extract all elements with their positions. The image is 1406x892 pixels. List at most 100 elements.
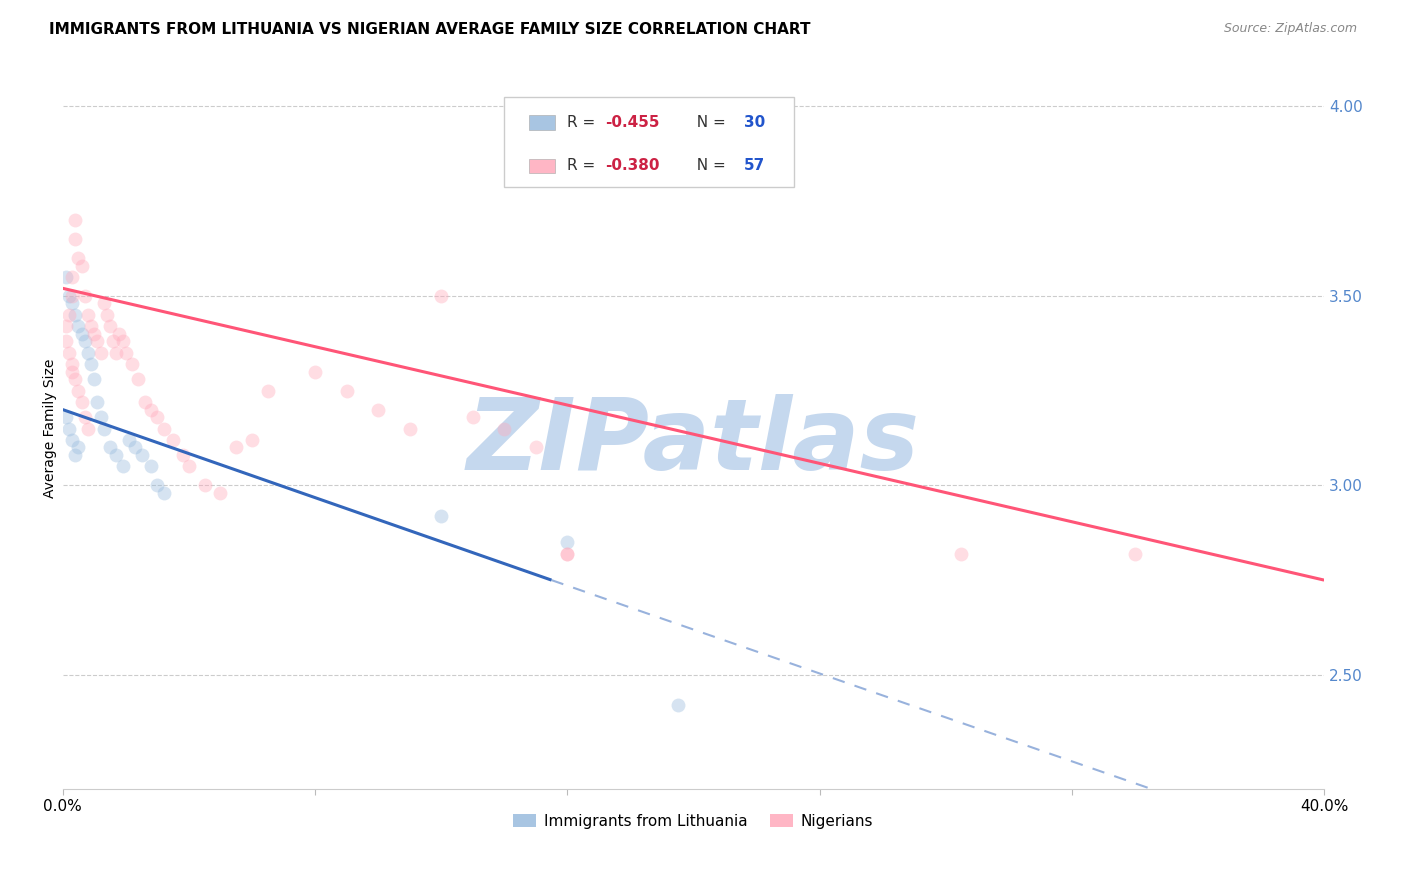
Text: 57: 57 bbox=[744, 158, 765, 173]
Point bbox=[139, 459, 162, 474]
Point bbox=[65, 308, 87, 322]
Point bbox=[225, 441, 247, 455]
Text: R =: R = bbox=[567, 115, 600, 130]
Point bbox=[461, 410, 484, 425]
Point bbox=[65, 448, 87, 462]
Point bbox=[86, 334, 108, 349]
Point bbox=[555, 535, 578, 549]
Point bbox=[430, 289, 453, 303]
Point bbox=[950, 547, 973, 561]
Point bbox=[60, 289, 83, 303]
Point bbox=[118, 433, 141, 447]
Point bbox=[304, 365, 326, 379]
Point bbox=[101, 334, 124, 349]
Point bbox=[83, 326, 105, 341]
Bar bbox=[530, 159, 554, 173]
Point bbox=[60, 365, 83, 379]
Point bbox=[93, 296, 115, 310]
Text: 30: 30 bbox=[744, 115, 765, 130]
Point bbox=[555, 547, 578, 561]
Point bbox=[1123, 547, 1146, 561]
Point bbox=[131, 448, 153, 462]
Legend: Immigrants from Lithuania, Nigerians: Immigrants from Lithuania, Nigerians bbox=[508, 807, 880, 835]
Point bbox=[146, 410, 169, 425]
Point bbox=[367, 402, 389, 417]
Point bbox=[58, 345, 80, 359]
Point bbox=[152, 486, 174, 500]
Point bbox=[152, 421, 174, 435]
Point bbox=[73, 410, 96, 425]
Point bbox=[335, 384, 357, 398]
Point bbox=[146, 478, 169, 492]
Point bbox=[58, 289, 80, 303]
Point bbox=[89, 345, 111, 359]
Point bbox=[60, 433, 83, 447]
Point bbox=[60, 296, 83, 310]
Point bbox=[89, 410, 111, 425]
Point bbox=[67, 319, 90, 334]
Point bbox=[55, 334, 77, 349]
Point bbox=[58, 308, 80, 322]
Point bbox=[60, 269, 83, 284]
Text: N =: N = bbox=[688, 115, 731, 130]
Text: N =: N = bbox=[688, 158, 731, 173]
Text: -0.380: -0.380 bbox=[605, 158, 659, 173]
Point bbox=[114, 345, 136, 359]
Point bbox=[162, 433, 184, 447]
Point bbox=[111, 459, 134, 474]
Point bbox=[77, 421, 100, 435]
Point bbox=[555, 547, 578, 561]
FancyBboxPatch shape bbox=[505, 97, 794, 187]
Point bbox=[55, 410, 77, 425]
Text: ZIPatlas: ZIPatlas bbox=[467, 394, 920, 491]
Point bbox=[177, 459, 200, 474]
Point bbox=[172, 448, 194, 462]
Point bbox=[111, 334, 134, 349]
Point bbox=[524, 441, 547, 455]
Point bbox=[73, 289, 96, 303]
Point bbox=[105, 345, 128, 359]
Point bbox=[105, 448, 128, 462]
Point bbox=[80, 357, 103, 371]
Point bbox=[98, 441, 121, 455]
Point bbox=[70, 326, 93, 341]
Point bbox=[67, 251, 90, 265]
Point bbox=[70, 259, 93, 273]
Point bbox=[398, 421, 420, 435]
Point bbox=[55, 269, 77, 284]
Point bbox=[65, 232, 87, 246]
Bar bbox=[530, 115, 554, 129]
Point bbox=[70, 395, 93, 409]
Point bbox=[121, 357, 143, 371]
Point bbox=[209, 486, 232, 500]
Point bbox=[256, 384, 278, 398]
Point bbox=[134, 395, 156, 409]
Point bbox=[430, 508, 453, 523]
Point bbox=[124, 441, 146, 455]
Point bbox=[67, 384, 90, 398]
Point bbox=[65, 372, 87, 386]
Point bbox=[139, 402, 162, 417]
Y-axis label: Average Family Size: Average Family Size bbox=[44, 359, 58, 499]
Point bbox=[67, 441, 90, 455]
Point bbox=[96, 308, 118, 322]
Point bbox=[80, 319, 103, 334]
Point bbox=[127, 372, 149, 386]
Point bbox=[77, 345, 100, 359]
Point bbox=[86, 395, 108, 409]
Text: R =: R = bbox=[567, 158, 600, 173]
Text: -0.455: -0.455 bbox=[605, 115, 659, 130]
Point bbox=[55, 319, 77, 334]
Point bbox=[58, 421, 80, 435]
Point bbox=[73, 334, 96, 349]
Point bbox=[83, 372, 105, 386]
Text: Source: ZipAtlas.com: Source: ZipAtlas.com bbox=[1223, 22, 1357, 36]
Point bbox=[98, 319, 121, 334]
Point bbox=[77, 308, 100, 322]
Point bbox=[240, 433, 263, 447]
Text: IMMIGRANTS FROM LITHUANIA VS NIGERIAN AVERAGE FAMILY SIZE CORRELATION CHART: IMMIGRANTS FROM LITHUANIA VS NIGERIAN AV… bbox=[49, 22, 811, 37]
Point bbox=[666, 698, 689, 713]
Point bbox=[93, 421, 115, 435]
Point bbox=[194, 478, 217, 492]
Point bbox=[65, 213, 87, 227]
